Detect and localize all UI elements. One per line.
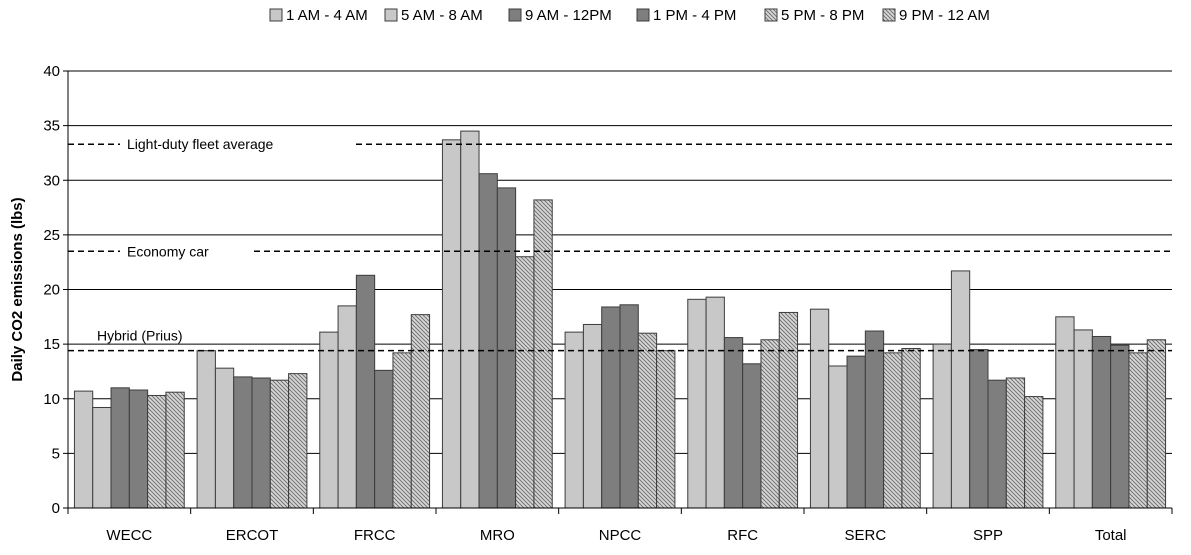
bar xyxy=(165,391,185,509)
y-tick-label: 15 xyxy=(43,336,60,353)
bar xyxy=(128,389,149,509)
reference-label-background xyxy=(120,132,350,155)
bar xyxy=(110,387,130,509)
bar xyxy=(828,365,848,509)
bar xyxy=(515,256,535,509)
bar xyxy=(374,369,394,509)
bar xyxy=(883,352,903,509)
bar xyxy=(637,332,658,509)
reference-line-label: Economy car xyxy=(127,243,209,259)
legend-swatch xyxy=(636,8,650,22)
bar xyxy=(214,367,235,509)
bar xyxy=(760,339,780,509)
bar xyxy=(656,350,676,509)
bar xyxy=(932,343,952,509)
bar xyxy=(73,390,94,509)
bar xyxy=(950,270,971,509)
legend-swatch xyxy=(764,8,778,22)
y-tick-label: 10 xyxy=(43,391,60,408)
legend-swatch xyxy=(384,8,398,22)
bar xyxy=(288,373,308,509)
bar xyxy=(601,306,621,509)
bar xyxy=(92,406,112,509)
legend-swatch xyxy=(269,8,283,22)
bar xyxy=(582,323,603,509)
y-tick-label: 25 xyxy=(43,227,60,244)
y-tick-label: 40 xyxy=(43,63,60,80)
legend-label: 9 PM - 12 AM xyxy=(899,7,990,24)
bar xyxy=(864,330,885,509)
reference-label-background xyxy=(120,239,248,262)
legend: 1 AM - 4 AM 5 AM - 8 AM 9 AM - 12PM 1 PM - … xyxy=(269,7,990,24)
legend-label: 1 AM - 4 AM xyxy=(286,7,368,24)
bar xyxy=(1073,329,1093,509)
bar xyxy=(619,304,639,509)
bar xyxy=(901,347,921,509)
x-tick-label: SERC xyxy=(844,527,886,544)
bar xyxy=(269,379,290,509)
legend-swatch xyxy=(508,8,522,22)
bar xyxy=(742,363,762,509)
bar xyxy=(1024,396,1044,509)
legend-label: 1 PM - 4 PM xyxy=(653,7,736,24)
reference-line-label: Light-duty fleet average xyxy=(127,136,274,152)
x-tick-label: FRCC xyxy=(354,527,396,544)
bar xyxy=(441,139,462,509)
bar xyxy=(1128,352,1148,509)
bar xyxy=(687,298,707,509)
bar xyxy=(251,377,271,509)
bar xyxy=(478,173,498,509)
legend-swatch xyxy=(882,8,896,22)
bar xyxy=(846,355,866,509)
bar xyxy=(1146,339,1167,509)
plot-area: 0 5 10 15 20 25 30 35 40 Light-duty fleet average… xyxy=(43,63,1173,544)
y-tick-label: 20 xyxy=(43,282,60,299)
bar xyxy=(533,199,553,509)
legend-label: 9 AM - 12PM xyxy=(525,7,612,24)
x-tick-label: SPP xyxy=(973,527,1003,544)
bar xyxy=(410,314,431,509)
bar xyxy=(319,331,339,509)
bar xyxy=(147,394,167,509)
y-axis-label: Daily CO2 emissions (lbs) xyxy=(9,197,26,381)
x-tick-label: WECC xyxy=(106,527,152,544)
reference-line-label: Hybrid (Prius) xyxy=(97,328,183,344)
x-tick-label: NPCC xyxy=(599,527,642,544)
x-tick-label: RFC xyxy=(727,527,758,544)
bar xyxy=(496,187,517,509)
bar xyxy=(969,349,989,509)
bar xyxy=(705,296,725,509)
bar xyxy=(1091,335,1112,509)
x-tick-label: MRO xyxy=(480,527,515,544)
bar xyxy=(1055,316,1075,509)
bar xyxy=(1005,377,1026,509)
x-tick-label: Total xyxy=(1095,527,1127,544)
y-tick-label: 35 xyxy=(43,118,60,135)
bar xyxy=(392,352,412,509)
y-tick-label: 30 xyxy=(43,172,60,189)
bar xyxy=(1110,344,1130,509)
legend-label: 5 PM - 8 PM xyxy=(781,7,864,24)
bar xyxy=(723,337,744,509)
bar xyxy=(809,308,830,509)
x-tick-label: ERCOT xyxy=(226,527,279,544)
bar xyxy=(337,305,357,509)
bar xyxy=(987,379,1007,509)
bar xyxy=(778,311,799,509)
bar xyxy=(460,130,480,509)
bar xyxy=(564,331,584,509)
bar xyxy=(196,350,216,509)
bar xyxy=(355,274,376,509)
legend-label: 5 AM - 8 AM xyxy=(401,7,483,24)
bar xyxy=(233,376,253,509)
y-tick-label: 0 xyxy=(52,500,60,517)
y-tick-label: 5 xyxy=(52,445,60,462)
